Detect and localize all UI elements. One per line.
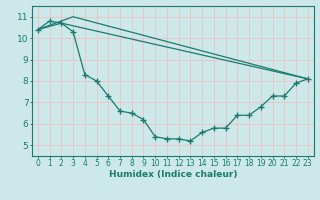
X-axis label: Humidex (Indice chaleur): Humidex (Indice chaleur) (108, 170, 237, 179)
